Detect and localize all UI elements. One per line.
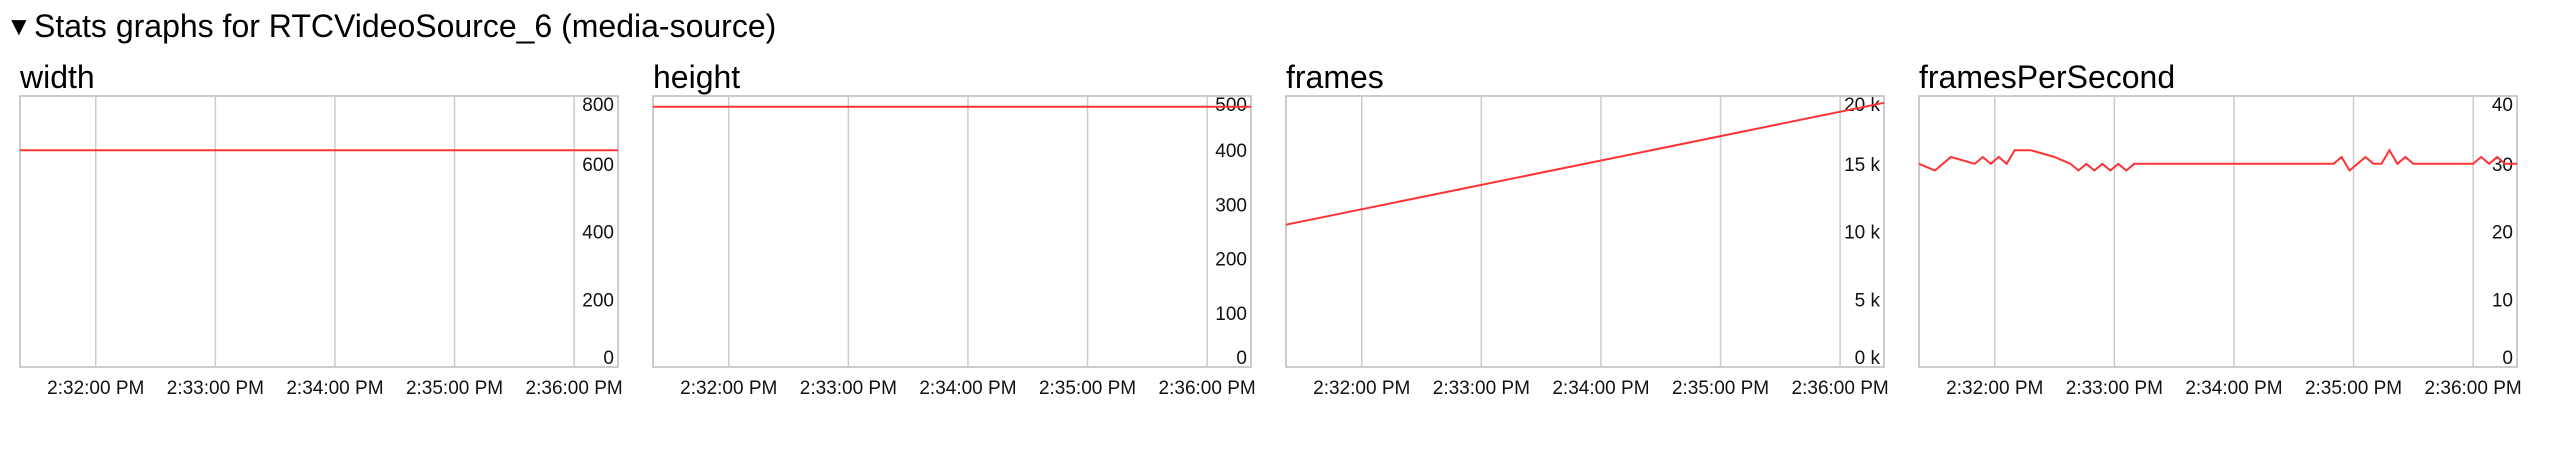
x-tick-label: 2:36:00 PM — [1159, 378, 1256, 399]
y-tick-label: 800 — [582, 95, 614, 116]
chart-panel-3: framesPerSecond 2:32:00 PM 2:33:00 PM 2:34:… — [1918, 59, 2522, 399]
x-tick-label: 2:35:00 PM — [1039, 378, 1136, 399]
plot-frame — [1918, 95, 2518, 368]
x-tick-label: 2:33:00 PM — [1433, 378, 1530, 399]
x-tick-label: 2:34:00 PM — [1552, 378, 1649, 399]
x-tick-label: 2:35:00 PM — [1672, 378, 1769, 399]
section-title: Stats graphs for RTCVideoSource_6 (media… — [34, 7, 777, 44]
x-tick-label: 2:32:00 PM — [47, 378, 144, 399]
chart-title: width — [19, 59, 95, 95]
y-tick-label: 20 — [2492, 223, 2513, 244]
x-tick-label: 2:35:00 PM — [406, 378, 503, 399]
x-tick-label: 2:33:00 PM — [2066, 378, 2163, 399]
series-line — [1285, 101, 1885, 226]
chart-title: frames — [1286, 59, 1384, 95]
chart-title: height — [653, 59, 740, 95]
plot-frame — [19, 95, 619, 368]
y-tick-label: 0 — [1236, 348, 1247, 369]
y-tick-label: 100 — [1215, 304, 1247, 325]
y-tick-label: 20 k — [1844, 95, 1880, 116]
y-tick-label: 40 — [2492, 95, 2513, 116]
chart-title: framesPerSecond — [1919, 59, 2175, 95]
y-tick-label: 10 k — [1844, 223, 1880, 244]
y-tick-label: 30 — [2492, 155, 2513, 176]
chart-panel-1: height 2:32:00 PM 2:33:00 PM 2:34:00 PM 2:35… — [652, 59, 1256, 399]
plot-frame — [1285, 95, 1885, 368]
x-tick-label: 2:32:00 PM — [1313, 378, 1410, 399]
y-tick-label: 10 — [2492, 290, 2513, 311]
y-tick-label: 200 — [582, 290, 614, 311]
x-tick-label: 2:33:00 PM — [800, 378, 897, 399]
y-tick-label: 500 — [1215, 95, 1247, 116]
x-tick-label: 2:34:00 PM — [2185, 378, 2282, 399]
y-tick-label: 400 — [1215, 141, 1247, 162]
x-tick-label: 2:34:00 PM — [286, 378, 383, 399]
y-tick-label: 0 — [603, 348, 614, 369]
y-tick-label: 0 — [2502, 348, 2513, 369]
series-line — [1918, 148, 2517, 173]
y-tick-label: 0 k — [1855, 348, 1881, 369]
y-tick-label: 5 k — [1855, 290, 1881, 311]
stats-graphs-section-header[interactable]: ▼ Stats graphs for RTCVideoSource_6 (med… — [6, 4, 776, 48]
y-tick-label: 400 — [582, 223, 614, 244]
y-tick-label: 300 — [1215, 195, 1247, 216]
chart-panel-2: frames 2:32:00 PM 2:33:00 PM 2:34:00 PM 2:35… — [1285, 59, 1889, 399]
x-tick-label: 2:35:00 PM — [2305, 378, 2402, 399]
collapse-triangle-icon[interactable]: ▼ — [6, 11, 32, 41]
x-tick-label: 2:33:00 PM — [167, 378, 264, 399]
x-tick-label: 2:34:00 PM — [919, 378, 1016, 399]
y-tick-label: 600 — [582, 155, 614, 176]
y-tick-label: 200 — [1215, 250, 1247, 271]
chart-panel-0: width 2:32:00 PM 2:33:00 PM 2:34:00 PM 2:35:… — [19, 59, 623, 399]
x-tick-label: 2:36:00 PM — [1792, 378, 1889, 399]
y-tick-label: 15 k — [1844, 155, 1880, 176]
x-tick-label: 2:32:00 PM — [680, 378, 777, 399]
x-tick-label: 2:32:00 PM — [1946, 378, 2043, 399]
x-tick-label: 2:36:00 PM — [2425, 378, 2522, 399]
x-tick-label: 2:36:00 PM — [526, 378, 623, 399]
plot-frame — [652, 95, 1252, 368]
